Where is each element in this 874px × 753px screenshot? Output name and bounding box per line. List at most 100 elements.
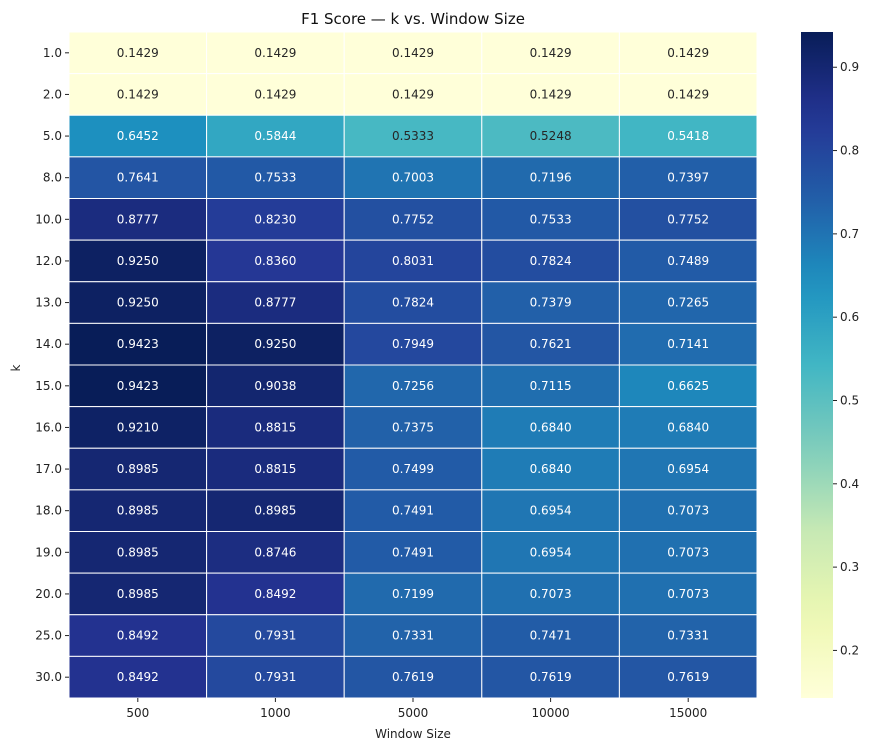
- heatmap-cell: [68, 572, 208, 616]
- cell-value-label: 0.7379: [530, 296, 572, 310]
- y-axis-label: k: [9, 364, 23, 371]
- cell-value-label: 0.8985: [117, 504, 159, 518]
- cell-value-label: 0.7003: [392, 171, 434, 185]
- heatmap-cell: [618, 447, 758, 491]
- cell-value-label: 0.7533: [254, 171, 296, 185]
- heatmap-cell: [481, 489, 620, 532]
- cell-value-label: 0.1429: [254, 46, 296, 60]
- heatmap-cell: [343, 156, 483, 199]
- heatmap-cell-labels: 0.1429 0.1429 0.1429 0.1429 0.1429 0.1429 0.14…: [117, 46, 709, 684]
- cell-value-label: 0.7621: [530, 337, 572, 351]
- cell-value-label: 0.7073: [530, 587, 572, 601]
- cell-value-label: 0.7824: [392, 296, 434, 310]
- cell-value-label: 0.5844: [254, 129, 296, 143]
- y-tick-label: 10.0: [35, 212, 62, 226]
- y-tick-label: 20.0: [35, 587, 62, 601]
- heatmap-cell: [481, 31, 620, 75]
- y-tick-label: 17.0: [35, 462, 62, 476]
- heatmap-cell: [68, 655, 208, 699]
- heatmap-cell: [343, 572, 483, 616]
- heatmap-cell: [481, 239, 620, 283]
- y-tick-label: 12.0: [35, 254, 62, 268]
- cell-value-label: 0.1429: [667, 87, 709, 101]
- cell-value-label: 0.1429: [117, 87, 159, 101]
- heatmap-cell: [206, 114, 345, 158]
- colorbar-tick-label: 0.5: [840, 393, 859, 407]
- heatmap-cell: [618, 406, 758, 449]
- heatmap-cell: [68, 406, 208, 449]
- cell-value-label: 0.9423: [117, 337, 159, 351]
- cell-value-label: 0.7196: [530, 171, 572, 185]
- heatmap-cell: [481, 531, 620, 574]
- colorbar-tick-label: 0.8: [840, 144, 859, 158]
- heatmap-cell: [481, 614, 620, 657]
- y-tick-label: 1.0: [43, 46, 62, 60]
- heatmap-cell: [343, 447, 483, 491]
- y-tick-label: 19.0: [35, 545, 62, 559]
- x-tick-label: 5000: [398, 706, 429, 720]
- heatmap-cell: [481, 114, 620, 158]
- heatmap-cell: [618, 614, 758, 657]
- cell-value-label: 0.1429: [392, 46, 434, 60]
- heatmap-cell: [481, 322, 620, 366]
- heatmap-cell: [68, 531, 208, 574]
- cell-value-label: 0.5418: [667, 129, 709, 143]
- heatmap-cell: [343, 364, 483, 408]
- cell-value-label: 0.8746: [254, 545, 296, 559]
- heatmap-cell: [618, 156, 758, 199]
- colorbar-tick-label: 0.4: [840, 477, 859, 491]
- cell-value-label: 0.8492: [117, 629, 159, 643]
- heatmap-cell: [206, 406, 345, 449]
- cell-value-label: 0.7491: [392, 504, 434, 518]
- x-tick-label: 10000: [532, 706, 570, 720]
- cell-value-label: 0.1429: [530, 46, 572, 60]
- cell-value-label: 0.7499: [392, 462, 434, 476]
- cell-value-label: 0.8492: [254, 587, 296, 601]
- cell-value-label: 0.8360: [254, 254, 296, 268]
- cell-value-label: 0.7489: [667, 254, 709, 268]
- cell-value-label: 0.7533: [530, 212, 572, 226]
- heatmap-cell: [206, 198, 345, 241]
- cell-value-label: 0.7073: [667, 587, 709, 601]
- cell-value-label: 0.7641: [117, 171, 159, 185]
- heatmap-cell: [68, 489, 208, 532]
- heatmap-cell: [618, 322, 758, 366]
- cell-value-label: 0.6452: [117, 129, 159, 143]
- x-tick-label: 15000: [669, 706, 707, 720]
- cell-value-label: 0.8777: [117, 212, 159, 226]
- heatmap-cell: [481, 655, 620, 699]
- cell-value-label: 0.8985: [254, 504, 296, 518]
- chart-title: F1 Score — k vs. Window Size: [301, 10, 525, 28]
- x-axis-ticks: 500 1000 5000 10000 15000: [126, 698, 707, 720]
- cell-value-label: 0.1429: [117, 46, 159, 60]
- y-tick-label: 8.0: [43, 171, 62, 185]
- cell-value-label: 0.7619: [667, 670, 709, 684]
- heatmap-cell: [343, 322, 483, 366]
- cell-value-label: 0.9423: [117, 379, 159, 393]
- y-tick-label: 15.0: [35, 379, 62, 393]
- y-tick-label: 16.0: [35, 420, 62, 434]
- colorbar-ticks: 0.2 0.3 0.4 0.5 0.6 0.7 0.8 0.9: [833, 60, 859, 657]
- cell-value-label: 0.6840: [530, 420, 572, 434]
- cell-value-label: 0.5248: [530, 129, 572, 143]
- cell-value-label: 0.8815: [254, 420, 296, 434]
- heatmap-cell: [68, 322, 208, 366]
- heatmap-cell: [618, 198, 758, 241]
- cell-value-label: 0.7331: [392, 629, 434, 643]
- cell-value-label: 0.7471: [530, 629, 572, 643]
- heatmap-cell: [481, 156, 620, 199]
- cell-value-label: 0.7073: [667, 504, 709, 518]
- y-axis-ticks: 1.0 2.0 5.0 8.0 10.0 12.0 13.0 14.0 15.0 16.0 17.0…: [35, 46, 69, 684]
- y-tick-label: 5.0: [43, 129, 62, 143]
- cell-value-label: 0.8985: [117, 587, 159, 601]
- heatmap-cell: [206, 156, 345, 199]
- cell-value-label: 0.9250: [254, 337, 296, 351]
- colorbar-tick-label: 0.6: [840, 310, 859, 324]
- heatmap-cell: [206, 322, 345, 366]
- cell-value-label: 0.1429: [254, 87, 296, 101]
- cell-value-label: 0.9210: [117, 420, 159, 434]
- cell-value-label: 0.8985: [117, 462, 159, 476]
- heatmap-cell: [343, 31, 483, 75]
- heatmap-cell: [481, 447, 620, 491]
- heatmap-cell: [618, 531, 758, 574]
